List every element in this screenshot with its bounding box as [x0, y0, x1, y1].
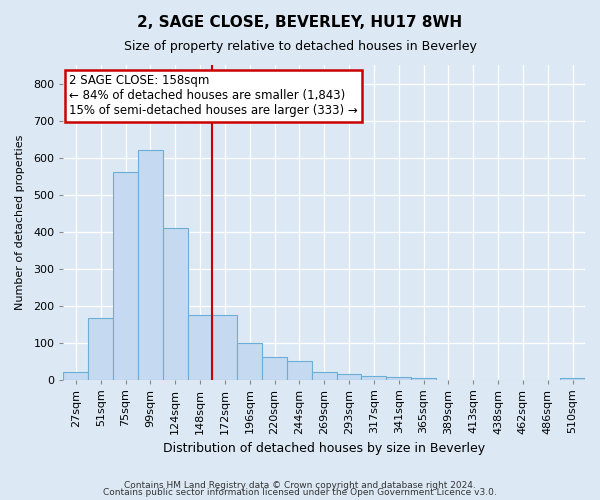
Bar	[163, 228, 188, 380]
Bar	[113, 172, 138, 380]
Text: Size of property relative to detached houses in Beverley: Size of property relative to detached ho…	[124, 40, 476, 53]
Bar	[386, 376, 411, 380]
Bar	[337, 374, 361, 380]
Bar	[411, 378, 436, 380]
Bar	[64, 372, 88, 380]
Text: 2, SAGE CLOSE, BEVERLEY, HU17 8WH: 2, SAGE CLOSE, BEVERLEY, HU17 8WH	[137, 15, 463, 30]
Text: Contains public sector information licensed under the Open Government Licence v3: Contains public sector information licen…	[103, 488, 497, 497]
Bar	[88, 318, 113, 380]
Bar	[287, 361, 312, 380]
Text: 2 SAGE CLOSE: 158sqm
← 84% of detached houses are smaller (1,843)
15% of semi-de: 2 SAGE CLOSE: 158sqm ← 84% of detached h…	[69, 74, 358, 118]
Bar	[312, 372, 337, 380]
Bar	[138, 150, 163, 380]
Bar	[560, 378, 585, 380]
Y-axis label: Number of detached properties: Number of detached properties	[15, 134, 25, 310]
Bar	[212, 315, 238, 380]
Text: Contains HM Land Registry data © Crown copyright and database right 2024.: Contains HM Land Registry data © Crown c…	[124, 480, 476, 490]
Bar	[238, 342, 262, 380]
Bar	[361, 376, 386, 380]
Bar	[262, 358, 287, 380]
X-axis label: Distribution of detached houses by size in Beverley: Distribution of detached houses by size …	[163, 442, 485, 455]
Bar	[188, 315, 212, 380]
